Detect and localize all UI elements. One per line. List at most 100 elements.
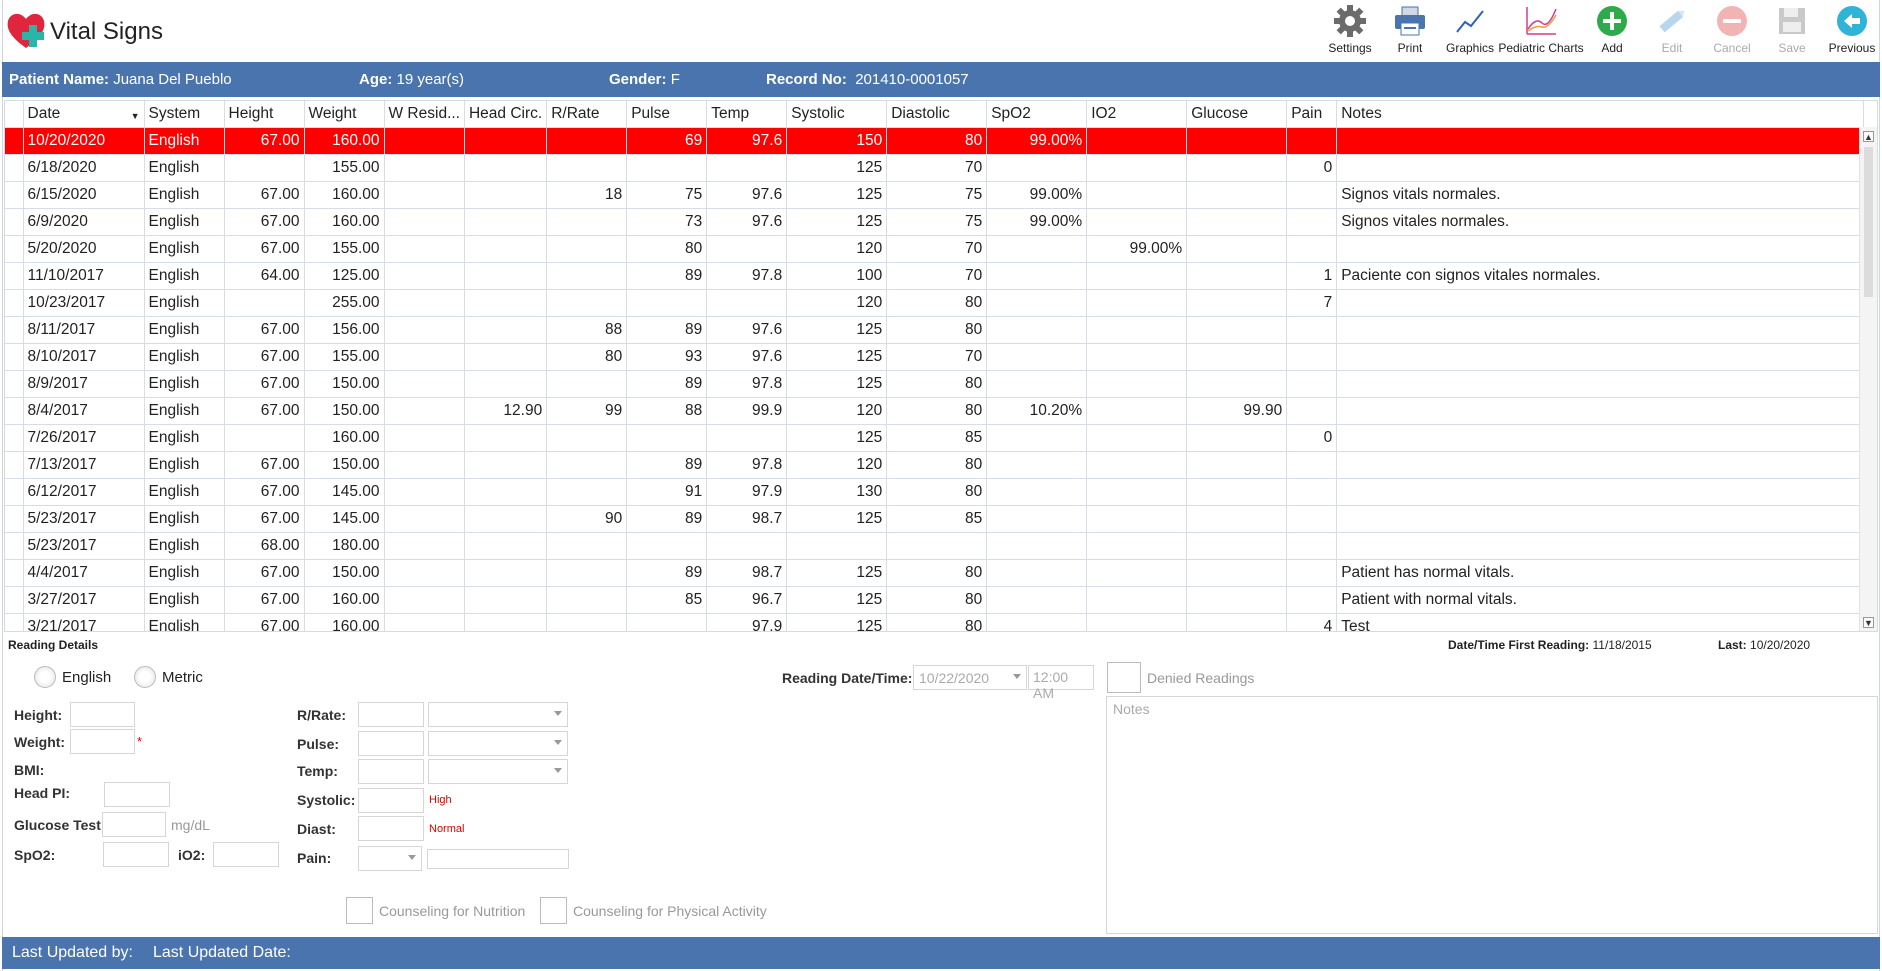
table-row[interactable]: 10/23/2017 English 255.00 120 80 7 xyxy=(5,289,1865,317)
column-header-diastolic[interactable]: Diastolic xyxy=(886,101,988,128)
temp-input[interactable] xyxy=(358,759,424,784)
table-row[interactable]: 6/9/2020 English 67.00 160.00 73 97.6 125 75 99.… xyxy=(5,208,1865,236)
table-row[interactable]: 7/26/2017 English 160.00 125 85 0 xyxy=(5,424,1865,452)
scroll-down-icon[interactable]: ▼ xyxy=(1863,617,1874,628)
row-header[interactable] xyxy=(5,316,24,344)
denied-readings-checkbox[interactable]: Denied Readings xyxy=(1107,662,1254,693)
table-row[interactable]: 4/4/2017 English 67.00 150.00 89 98.7 125 80 Pat… xyxy=(5,559,1865,587)
row-header[interactable] xyxy=(5,208,24,236)
row-header[interactable] xyxy=(5,451,24,479)
table-row[interactable]: 5/20/2020 English 67.00 155.00 80 120 70 99.00% xyxy=(5,235,1865,263)
column-header-spo2[interactable]: SpO2 xyxy=(986,101,1088,128)
table-row[interactable]: 5/23/2017 English 67.00 145.00 90 89 98.7 125 85 xyxy=(5,505,1865,533)
row-header[interactable] xyxy=(5,235,24,263)
pediatric-charts-button[interactable]: Pediatric Charts xyxy=(1498,2,1584,60)
print-button[interactable]: Print xyxy=(1380,2,1440,60)
glucose-test-input[interactable] xyxy=(102,812,166,837)
column-header-r-rate[interactable]: R/Rate xyxy=(546,101,628,128)
row-header[interactable] xyxy=(5,505,24,533)
metric-radio[interactable]: Metric xyxy=(134,666,203,688)
pulse-select[interactable] xyxy=(428,731,568,756)
row-header[interactable] xyxy=(5,613,24,631)
table-row[interactable]: 7/13/2017 English 67.00 150.00 89 97.8 120 80 xyxy=(5,451,1865,479)
table-row[interactable]: 6/12/2017 English 67.00 145.00 91 97.9 130 80 xyxy=(5,478,1865,506)
edit-button[interactable]: Edit xyxy=(1642,2,1702,60)
row-header[interactable] xyxy=(5,424,24,452)
pain-select[interactable] xyxy=(358,846,422,871)
table-cell xyxy=(1336,532,1865,560)
head-pi-input[interactable] xyxy=(104,782,170,807)
column-header-glucose[interactable]: Glucose xyxy=(1186,101,1288,128)
column-header-pain[interactable]: Pain xyxy=(1286,101,1338,128)
row-header[interactable] xyxy=(5,370,24,398)
row-header[interactable] xyxy=(5,559,24,587)
table-row[interactable]: 11/10/2017 English 64.00 125.00 89 97.8 100 70 1… xyxy=(5,262,1865,290)
scroll-thumb[interactable] xyxy=(1864,147,1873,297)
column-header-weight[interactable]: Weight xyxy=(304,101,385,128)
systolic-input[interactable] xyxy=(358,788,424,813)
table-row[interactable]: 5/23/2017 English 68.00 180.00 xyxy=(5,532,1865,560)
row-header[interactable] xyxy=(5,154,24,182)
column-header-system[interactable]: System xyxy=(144,101,225,128)
table-row[interactable]: 3/21/2017 English 67.00 160.00 97.9 125 80 4 Tes… xyxy=(5,613,1865,631)
row-header[interactable] xyxy=(5,262,24,290)
save-button[interactable]: Save xyxy=(1762,2,1822,60)
column-header-notes[interactable]: Notes xyxy=(1336,101,1865,128)
table-cell: 8/9/2017 xyxy=(23,370,145,398)
pulse-input[interactable] xyxy=(358,731,424,756)
scroll-up-icon[interactable]: ▲ xyxy=(1863,131,1874,142)
table-row[interactable]: 8/9/2017 English 67.00 150.00 89 97.8 125 80 xyxy=(5,370,1865,398)
column-header-date[interactable]: Date ▼ xyxy=(23,101,145,128)
column-header-pulse[interactable]: Pulse xyxy=(626,101,708,128)
row-header[interactable] xyxy=(5,532,24,560)
table-row[interactable]: 3/27/2017 English 67.00 160.00 85 96.7 125 80 Pa… xyxy=(5,586,1865,614)
save-label: Save xyxy=(1778,41,1806,55)
row-header[interactable] xyxy=(5,586,24,614)
diast-input[interactable] xyxy=(358,816,424,841)
row-header[interactable] xyxy=(5,289,24,317)
table-cell: 89 xyxy=(626,316,708,344)
row-header[interactable] xyxy=(5,478,24,506)
add-button[interactable]: Add xyxy=(1582,2,1642,60)
table-row[interactable]: 8/11/2017 English 67.00 156.00 88 89 97.6 125 80 xyxy=(5,316,1865,344)
row-header[interactable] xyxy=(5,397,24,425)
table-cell: 99 xyxy=(546,397,628,425)
reading-date-picker[interactable]: 10/22/2020 xyxy=(913,665,1027,690)
english-radio[interactable]: English xyxy=(34,666,111,688)
spo2-input[interactable] xyxy=(103,842,169,867)
column-header-w-resid[interactable]: W Resid... xyxy=(384,101,465,128)
column-header-temp[interactable]: Temp xyxy=(706,101,788,128)
temp-select[interactable] xyxy=(428,759,568,784)
cancel-button[interactable]: Cancel xyxy=(1702,2,1762,60)
counseling-activity-checkbox[interactable]: Counseling for Physical Activity xyxy=(540,897,767,924)
reading-time-field[interactable]: 12:00 AM xyxy=(1028,665,1094,701)
notes-textarea[interactable]: Notes xyxy=(1106,696,1878,934)
pain-description-input[interactable] xyxy=(427,849,569,869)
rrate-label: R/Rate: xyxy=(297,707,347,723)
grid-scrollbar[interactable]: ▲ ▼ xyxy=(1859,127,1877,631)
previous-button[interactable]: Previous xyxy=(1822,2,1882,60)
column-header-head-circ[interactable]: Head Circ. xyxy=(464,101,548,128)
column-header-height[interactable]: Height xyxy=(224,101,305,128)
column-header-systolic[interactable]: Systolic xyxy=(786,101,888,128)
table-cell xyxy=(1186,586,1288,614)
table-row[interactable]: 10/20/2020 English 67.00 160.00 69 97.6 150 80 9… xyxy=(5,127,1865,155)
first-reading-value: 11/18/2015 xyxy=(1592,638,1652,652)
rrate-select[interactable] xyxy=(428,702,568,727)
io2-input[interactable] xyxy=(213,842,279,867)
height-input[interactable] xyxy=(70,702,135,727)
counseling-nutrition-checkbox[interactable]: Counseling for Nutrition xyxy=(346,897,525,924)
column-header-io2[interactable]: IO2 xyxy=(1086,101,1188,128)
row-header[interactable] xyxy=(5,181,24,209)
graphics-button[interactable]: Graphics xyxy=(1440,2,1500,60)
table-row[interactable]: 6/15/2020 English 67.00 160.00 18 75 97.6 125 75… xyxy=(5,181,1865,209)
row-header[interactable] xyxy=(5,127,24,155)
settings-button[interactable]: Settings xyxy=(1320,2,1380,60)
table-row[interactable]: 8/10/2017 English 67.00 155.00 80 93 97.6 125 70 xyxy=(5,343,1865,371)
row-header[interactable] xyxy=(5,343,24,371)
table-row[interactable]: 6/18/2020 English 155.00 125 70 0 xyxy=(5,154,1865,182)
weight-input[interactable] xyxy=(70,729,135,754)
table-cell xyxy=(1336,478,1865,506)
table-row[interactable]: 8/4/2017 English 67.00 150.00 12.90 99 88 99.9 1… xyxy=(5,397,1865,425)
rrate-input[interactable] xyxy=(358,702,424,727)
